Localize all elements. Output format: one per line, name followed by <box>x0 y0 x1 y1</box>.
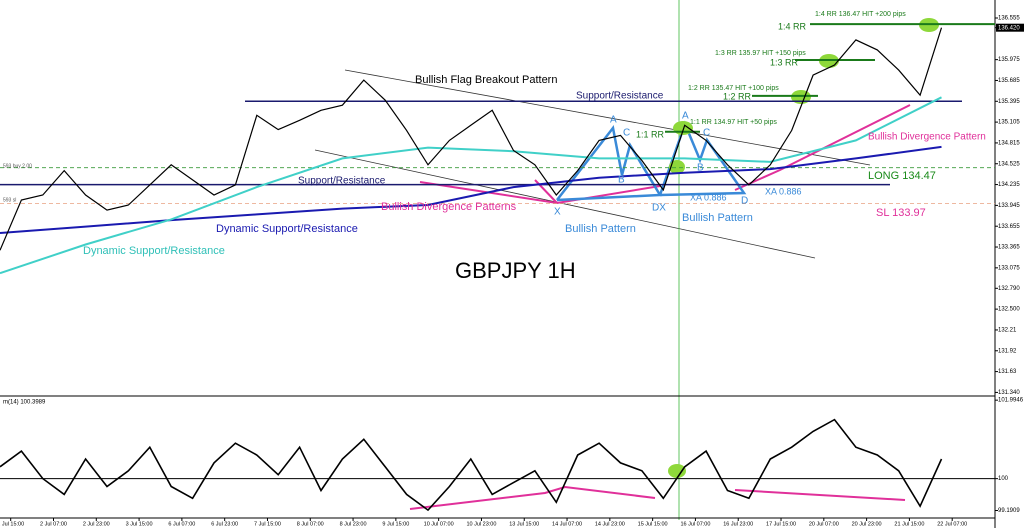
y-tick-label: 135.975 <box>998 57 1020 63</box>
x-tick-label: 21 Jul 15:00 <box>894 521 924 527</box>
x-tick-label: 14 Jul 23:00 <box>595 521 625 527</box>
annotation: 1:3 RR 135.97 HIT +150 pips <box>715 50 806 57</box>
annotation: Support/Resistance <box>298 176 386 187</box>
order-label: 593 buy 2.00 <box>3 163 32 169</box>
annotation: LONG 134.47 <box>868 170 936 182</box>
y-tick-label: 131.92 <box>998 348 1017 354</box>
y-tick-label: 133.945 <box>998 203 1020 209</box>
annotation: Dynamic Support/Resistance <box>83 245 225 257</box>
x-tick-label: 9 Jul 15:00 <box>382 521 409 527</box>
y-tick-label: 136.555 <box>998 16 1020 22</box>
chart-title: GBPJPY 1H <box>455 258 576 283</box>
hit-marker <box>669 160 685 174</box>
y-tick-label: 134.235 <box>998 182 1020 188</box>
annotation: Bullish Divergence Pattern <box>868 132 986 143</box>
annotation: C <box>623 128 630 139</box>
x-tick-label: 10 Jul 07:00 <box>424 521 454 527</box>
y-tick-label: 135.105 <box>998 120 1020 126</box>
annotation: DX <box>652 203 666 214</box>
y-tick-label: 132.21 <box>998 328 1017 334</box>
x-tick-label: 16 Jul 07:00 <box>680 521 710 527</box>
y-tick-label: 133.075 <box>998 265 1020 271</box>
y-tick-label: 135.395 <box>998 99 1020 105</box>
y-tick-label: 133.365 <box>998 245 1020 251</box>
y-tick-label: 131.340 <box>998 390 1020 396</box>
annotation: 1:2 RR 135.47 HIT +100 pips <box>688 85 779 92</box>
x-tick-label: 15 Jul 15:00 <box>638 521 668 527</box>
indicator-label: m(14) 100.3989 <box>3 400 46 406</box>
bullish-pattern <box>556 125 663 202</box>
annotation: C <box>703 128 710 139</box>
annotation: B <box>697 163 704 174</box>
y-tick-label: 133.655 <box>998 224 1020 230</box>
x-tick-label: 3 Jul 15:00 <box>126 521 153 527</box>
x-tick-label: 20 Jul 07:00 <box>809 521 839 527</box>
annotation: Bullish Flag Breakout Pattern <box>415 74 557 86</box>
annotation: Bullish Pattern <box>682 212 753 224</box>
annotation: 1:1 RR <box>636 129 665 139</box>
x-tick-label: 16 Jul 23:00 <box>723 521 753 527</box>
annotation: A <box>682 111 689 122</box>
x-tick-label: 14 Jul 07:00 <box>552 521 582 527</box>
annotation: A <box>610 115 617 126</box>
y-tick-label: 100 <box>998 476 1009 482</box>
x-tick-label: 1 Jul 15:00 <box>0 521 24 527</box>
divergence-line <box>409 485 656 510</box>
channel-line <box>344 69 871 166</box>
x-tick-label: 17 Jul 15:00 <box>766 521 796 527</box>
x-tick-label: 10 Jul 23:00 <box>466 521 496 527</box>
divergence-line <box>734 489 906 501</box>
x-tick-label: 6 Jul 07:00 <box>168 521 195 527</box>
annotation: 1:3 RR <box>770 57 799 67</box>
annotation: Support/Resistance <box>576 91 664 102</box>
annotation: Dynamic Support/Resistance <box>216 223 358 235</box>
price-box <box>996 23 1024 32</box>
x-tick-label: 2 Jul 07:00 <box>40 521 67 527</box>
y-tick-label: 99.1909 <box>998 508 1020 514</box>
x-tick-label: 8 Jul 23:00 <box>340 521 367 527</box>
annotation: D <box>741 196 748 207</box>
moving-average <box>0 96 942 275</box>
annotation: 1:1 RR 134.97 HIT +50 pips <box>690 119 777 126</box>
y-tick-label: 131.63 <box>998 369 1017 375</box>
momentum-line <box>0 418 943 512</box>
y-tick-label: 135.685 <box>998 78 1020 84</box>
hit-marker <box>668 464 686 478</box>
y-tick-label: 101.9946 <box>998 398 1024 404</box>
y-tick-label: 136.420 <box>998 25 1020 31</box>
x-tick-label: 13 Jul 15:00 <box>509 521 539 527</box>
y-tick-label: 132.500 <box>998 307 1020 313</box>
channel-line <box>314 149 816 259</box>
x-tick-label: 6 Jul 23:00 <box>211 521 238 527</box>
annotation: XA 0.886 <box>690 192 727 202</box>
annotation: 1:4 RR <box>778 21 807 31</box>
y-tick-label: 132.790 <box>998 286 1020 292</box>
annotation: 1:4 RR 136.47 HIT +200 pips <box>815 11 906 18</box>
annotation: Bullish Divergence Patterns <box>381 201 517 213</box>
annotation: XA 0.886 <box>765 186 802 196</box>
annotation: SL 133.97 <box>876 207 926 219</box>
y-tick-label: 134.815 <box>998 141 1020 147</box>
x-tick-label: 2 Jul 23:00 <box>83 521 110 527</box>
annotation: B <box>618 175 625 186</box>
x-tick-label: 8 Jul 07:00 <box>297 521 324 527</box>
annotation: 1:2 RR <box>723 91 752 101</box>
y-tick-label: 134.525 <box>998 161 1020 167</box>
order-label: 593 sl <box>3 197 16 203</box>
annotation: Bullish Pattern <box>565 223 636 235</box>
x-tick-label: 20 Jul 23:00 <box>852 521 882 527</box>
x-tick-label: 22 Jul 07:00 <box>937 521 967 527</box>
x-tick-label: 7 Jul 15:00 <box>254 521 281 527</box>
moving-average <box>0 145 942 234</box>
annotation: X <box>554 207 561 218</box>
price-line <box>0 27 943 251</box>
